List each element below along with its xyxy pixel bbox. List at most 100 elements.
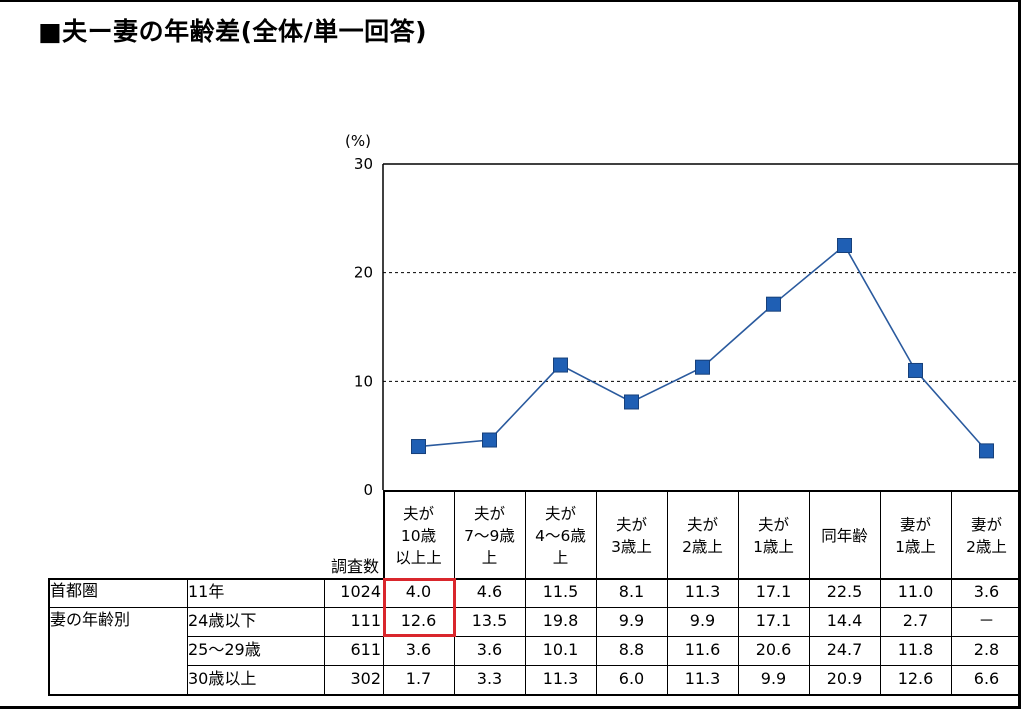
category-label-0: 夫が 10歳 以上上 [383,503,454,569]
category-divider-4 [667,490,668,578]
category-label-3: 夫が 3歳上 [596,514,667,558]
table-cell: 11.3 [542,669,579,688]
row-label: 24歳以下 [188,611,257,630]
y-tick-label-0: 0 [363,481,373,499]
category-label-line: 夫が [473,505,505,523]
table-cell: 19.8 [542,611,579,630]
table-cell: 9.9 [618,611,645,630]
row-label: 11年 [188,582,225,601]
table-cell: － [978,611,995,630]
category-label-line: 10歳 [400,527,437,545]
category-header-top [383,490,1021,492]
count-header: 調査数 [330,557,379,576]
table-cell: 20.9 [826,669,863,688]
category-label-1: 夫が 7～9歳上 [454,503,525,569]
category-label-line: 以上上 [395,549,442,567]
table-cell: 2.7 [902,611,929,630]
category-divider-0 [383,490,385,578]
data-point-8 [979,443,994,459]
category-label-line: 妻が [970,516,1002,534]
table-cell: 11.6 [684,640,721,659]
value-col-divider-5 [738,578,739,694]
row-count: 611 [350,640,381,659]
table-cell: 11.0 [897,582,934,601]
category-label-line: 夫が [615,516,647,534]
row-label: 30歳以上 [188,669,257,688]
y-tick-label-10: 10 [354,372,373,390]
table-bottom-border [48,694,1021,696]
data-point-4 [695,359,710,375]
category-label-8: 妻が 2歳上 [951,514,1022,558]
table-cell: 11.3 [684,669,721,688]
table-cell: 1.7 [405,669,432,688]
table-cell: 24.7 [826,640,863,659]
data-point-5 [766,296,781,312]
table-cell: 9.9 [689,611,716,630]
category-label-line: 上 [481,549,498,567]
row-group-label: 妻の年齢別 [50,610,131,629]
category-divider-3 [596,490,597,578]
table-cell: 3.3 [476,669,503,688]
value-col-divider-8 [951,578,952,694]
table-cell: 10.1 [542,640,579,659]
category-label-4: 夫が 2歳上 [667,514,738,558]
table-cell: 3.6 [476,640,503,659]
value-col-divider-2 [525,578,526,694]
category-label-line: 2歳上 [682,538,723,556]
table-top-border [48,578,1021,580]
row-group-label: 首都圏 [50,581,99,600]
category-divider-6 [809,490,810,578]
table-col-divider-0 [48,578,50,694]
y-unit-label: (%) [345,132,371,150]
row-count: 302 [350,669,381,688]
value-col-divider-7 [880,578,881,694]
category-label-line: 上 [552,549,569,567]
category-label-5: 夫が 1歳上 [738,514,809,558]
category-label-line: 7～9歳 [464,527,515,545]
category-divider-5 [738,490,739,578]
table-cell: 6.6 [973,669,1000,688]
table-cell: 13.5 [471,611,508,630]
page-title: ■夫ー妻の年齢差(全体/単一回答) [38,17,428,46]
category-label-line: 妻が [899,516,931,534]
category-label-line: 夫が [757,516,789,534]
data-point-7 [908,362,923,378]
category-label-line: 同年齢 [821,527,868,545]
table-cell: 17.1 [755,582,792,601]
data-point-2 [553,357,568,373]
category-divider-7 [880,490,881,578]
table-cell: 12.6 [897,669,934,688]
data-point-3 [624,394,639,410]
category-divider-1 [454,490,455,578]
row-divider-3 [187,665,1021,666]
table-cell: 8.1 [618,582,645,601]
table-cell: 3.6 [405,640,432,659]
table-cell: 22.5 [826,582,863,601]
category-label-6: 同年齢 [809,525,880,547]
category-label-2: 夫が 4～6歳上 [525,503,596,569]
category-label-line: 1歳上 [895,538,936,556]
category-label-line: 2歳上 [966,538,1007,556]
table-cell: 4.6 [476,582,503,601]
category-label-line: 1歳上 [753,538,794,556]
table-cell: 11.5 [542,582,579,601]
table-cell: 8.8 [618,640,645,659]
table-col-divider-1 [187,578,188,694]
value-col-divider-6 [809,578,810,694]
row-divider-2 [187,636,1021,637]
category-label-7: 妻が 1歳上 [880,514,951,558]
table-cell: 9.9 [760,669,787,688]
category-divider-8 [951,490,952,578]
category-label-line: 4～6歳 [535,527,586,545]
y-tick-label-20: 20 [354,264,373,282]
table-cell: 3.6 [973,582,1000,601]
table-col-divider-2 [324,578,325,694]
data-point-0 [411,439,426,455]
table-cell: 12.6 [400,611,437,630]
y-tick-label-30: 30 [354,155,373,173]
data-point-1 [482,432,497,448]
table-cell: 17.1 [755,611,792,630]
